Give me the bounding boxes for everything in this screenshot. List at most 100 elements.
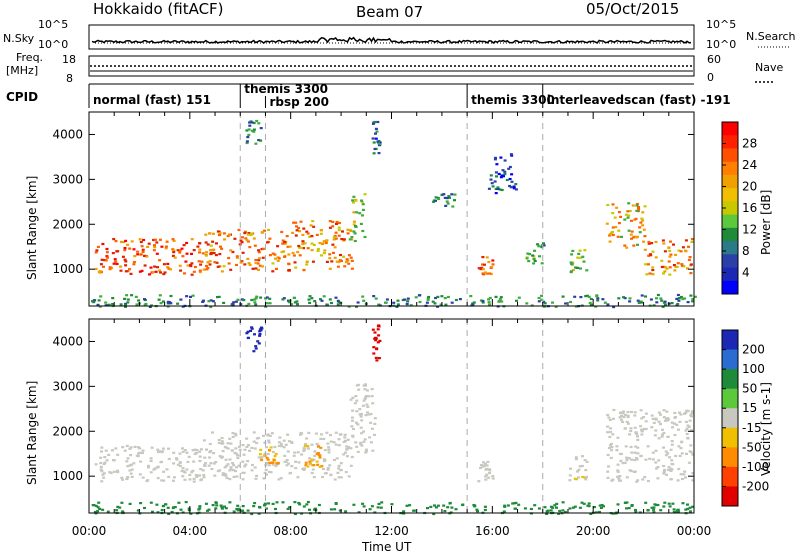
data-cell	[158, 294, 162, 297]
data-cell	[118, 506, 122, 509]
data-cell	[159, 302, 163, 305]
data-cell	[529, 507, 533, 511]
data-cell	[691, 505, 695, 508]
data-cell	[573, 505, 577, 508]
velocity-x-ticks	[88, 319, 695, 513]
data-cell	[197, 260, 201, 263]
data-cell	[102, 472, 106, 475]
data-cell	[154, 238, 157, 241]
data-cell	[684, 508, 688, 511]
data-cell	[167, 267, 171, 270]
data-cell	[568, 507, 572, 510]
data-cell	[436, 504, 440, 507]
data-cell	[364, 396, 367, 399]
data-cell	[350, 267, 354, 270]
data-cell	[434, 506, 438, 509]
data-cell	[181, 305, 185, 308]
colorbar-segment	[722, 188, 738, 202]
data-cell	[274, 464, 278, 468]
data-cell	[373, 147, 377, 151]
data-cell	[461, 503, 465, 506]
data-cell	[306, 232, 310, 235]
data-cell	[221, 449, 225, 453]
data-cell	[647, 263, 650, 266]
data-cell	[247, 302, 251, 305]
data-cell	[479, 268, 483, 271]
nsearch-tick-bottom: 10^0	[706, 38, 736, 51]
data-cell	[308, 301, 312, 304]
data-cell	[181, 475, 185, 478]
data-cell	[277, 441, 281, 444]
data-cell	[665, 410, 669, 413]
data-cell	[149, 266, 153, 269]
data-cell	[139, 460, 143, 463]
data-cell	[261, 247, 265, 250]
data-cell	[320, 299, 324, 302]
data-cell	[275, 462, 279, 465]
data-cell	[667, 260, 671, 263]
data-cell	[240, 260, 244, 263]
data-cell	[616, 469, 620, 472]
data-cell	[643, 248, 647, 251]
cpid-mode-label: rbsp 200	[269, 95, 328, 109]
data-cell	[179, 464, 182, 468]
data-cell	[347, 305, 351, 308]
data-cell	[671, 426, 674, 429]
data-cell	[124, 260, 128, 263]
data-cell	[576, 470, 579, 473]
data-cell	[337, 234, 341, 237]
data-cell	[627, 457, 631, 460]
data-cell	[432, 512, 436, 516]
data-cell	[417, 294, 421, 297]
data-cell	[634, 431, 638, 434]
data-cell	[220, 506, 224, 509]
data-cell	[469, 295, 473, 298]
data-cell	[189, 295, 192, 298]
data-cell	[315, 460, 319, 463]
data-cell	[429, 505, 433, 508]
data-cell	[499, 296, 503, 299]
data-cell	[345, 445, 349, 448]
data-cell	[543, 302, 547, 305]
colorbar-segment	[722, 427, 738, 448]
data-cell	[480, 464, 483, 467]
data-cell	[669, 448, 673, 451]
data-cell	[323, 449, 327, 452]
data-cell	[184, 501, 188, 504]
y-tick-label: 2000	[52, 424, 83, 438]
data-cell	[299, 220, 303, 223]
data-cell	[207, 464, 211, 467]
data-cell	[621, 462, 625, 465]
data-cell	[148, 305, 152, 308]
data-cell	[320, 229, 323, 232]
data-cell	[179, 269, 183, 272]
data-cell	[283, 241, 287, 244]
data-cell	[308, 295, 312, 298]
data-cell	[396, 299, 400, 302]
data-cell	[141, 476, 145, 479]
data-cell	[619, 418, 623, 421]
data-cell	[227, 233, 231, 236]
data-cell	[609, 442, 613, 446]
data-cell	[377, 334, 381, 337]
data-cell	[168, 301, 172, 304]
data-cell	[371, 449, 375, 452]
data-cell	[201, 252, 205, 255]
data-cell	[661, 305, 665, 308]
data-cell	[491, 185, 495, 188]
data-cell	[675, 265, 679, 268]
data-cell	[122, 241, 126, 244]
data-cell	[204, 233, 208, 236]
data-cell	[254, 297, 258, 300]
data-cell	[642, 427, 646, 431]
data-cell	[652, 511, 656, 514]
data-cell	[361, 208, 365, 211]
data-cell	[571, 506, 575, 509]
data-cell	[479, 466, 482, 469]
data-cell	[129, 272, 133, 275]
data-cell	[261, 256, 265, 259]
colorbar-segment	[722, 227, 738, 242]
data-cell	[606, 431, 610, 434]
data-cell	[436, 305, 440, 308]
